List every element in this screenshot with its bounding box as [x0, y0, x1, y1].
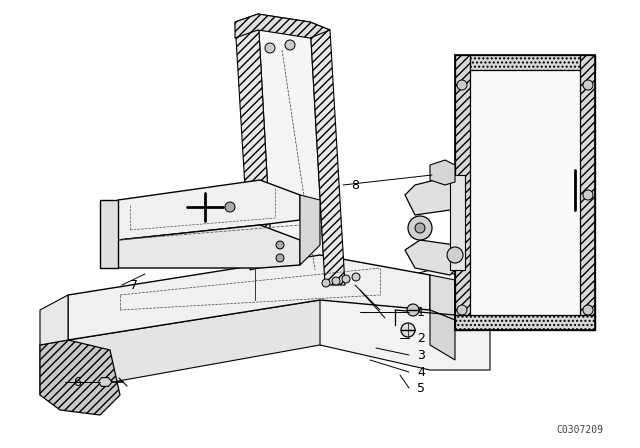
Polygon shape [118, 225, 300, 268]
Text: 6: 6 [73, 375, 81, 388]
Polygon shape [118, 180, 300, 240]
Circle shape [457, 80, 467, 90]
Circle shape [457, 305, 467, 315]
Circle shape [583, 80, 593, 90]
Circle shape [447, 247, 463, 263]
Circle shape [583, 305, 593, 315]
Polygon shape [258, 14, 325, 285]
Circle shape [342, 275, 350, 283]
Text: 4: 4 [417, 366, 425, 379]
Circle shape [352, 273, 360, 281]
Polygon shape [455, 315, 595, 330]
Polygon shape [430, 275, 455, 320]
Circle shape [265, 43, 275, 53]
Polygon shape [450, 175, 465, 270]
Polygon shape [430, 310, 455, 360]
Circle shape [401, 323, 415, 337]
Polygon shape [470, 70, 580, 315]
Text: 5: 5 [417, 382, 425, 395]
Text: 3: 3 [417, 349, 425, 362]
Polygon shape [68, 300, 430, 390]
Polygon shape [455, 55, 595, 70]
Text: 2: 2 [417, 332, 425, 345]
Polygon shape [320, 270, 490, 370]
Polygon shape [310, 22, 345, 285]
Polygon shape [405, 240, 460, 275]
Text: C0307209: C0307209 [557, 425, 604, 435]
Circle shape [583, 190, 593, 200]
Circle shape [276, 241, 284, 249]
Text: 1: 1 [417, 306, 425, 319]
Circle shape [285, 40, 295, 50]
Polygon shape [430, 160, 455, 185]
Circle shape [408, 216, 432, 240]
Polygon shape [100, 200, 118, 268]
Circle shape [415, 223, 425, 233]
Polygon shape [235, 14, 330, 38]
Polygon shape [235, 14, 272, 270]
Text: 7: 7 [130, 279, 138, 292]
Polygon shape [40, 340, 68, 395]
Circle shape [332, 277, 340, 285]
Polygon shape [40, 295, 68, 345]
Circle shape [322, 279, 330, 287]
Polygon shape [455, 55, 470, 330]
Text: 8: 8 [351, 178, 359, 191]
Polygon shape [40, 340, 120, 415]
Polygon shape [98, 378, 112, 386]
Circle shape [407, 304, 419, 316]
Polygon shape [68, 255, 430, 340]
Polygon shape [405, 175, 460, 215]
Circle shape [225, 202, 235, 212]
Circle shape [276, 254, 284, 262]
Polygon shape [580, 55, 595, 330]
Polygon shape [300, 195, 320, 265]
